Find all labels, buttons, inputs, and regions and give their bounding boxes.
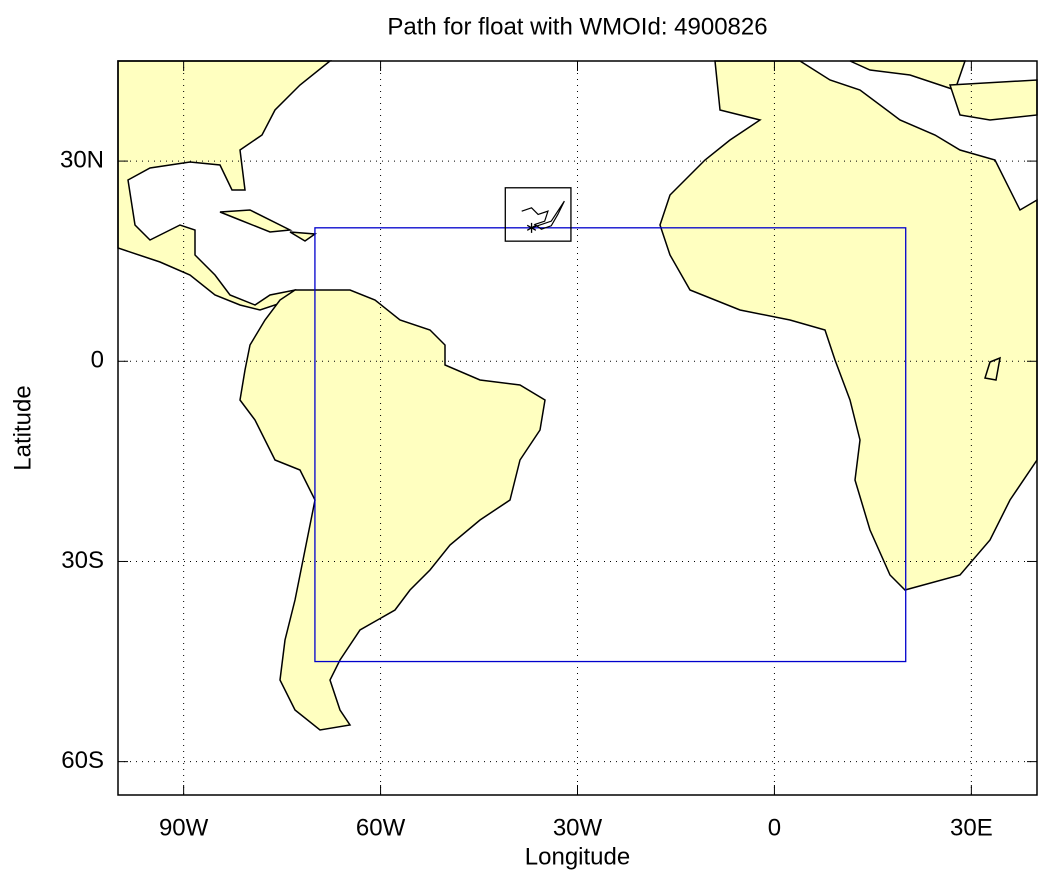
y-tick-label: 30N xyxy=(60,146,104,173)
land xyxy=(117,60,1038,731)
region-box xyxy=(314,227,907,663)
float-position xyxy=(526,222,537,233)
x-axis-label: Longitude xyxy=(525,843,630,870)
float-track xyxy=(521,200,565,230)
y-axis-label: Latitude xyxy=(9,385,36,470)
x-tick-label: 30W xyxy=(553,814,603,841)
x-tick-label: 90W xyxy=(159,814,209,841)
y-tick-label: 30S xyxy=(61,547,104,574)
madagascar xyxy=(984,356,1001,381)
plot-frame xyxy=(117,60,1038,796)
africa xyxy=(659,60,1038,591)
x-tick-label: 30E xyxy=(950,814,993,841)
cuba xyxy=(219,209,293,233)
anatolia xyxy=(948,79,1038,121)
x-tick-label: 60W xyxy=(356,814,406,841)
x-tick-label: 0 xyxy=(768,814,781,841)
chart-title: Path for float with WMOId: 4900826 xyxy=(387,13,767,40)
south-america xyxy=(239,289,546,731)
north-america xyxy=(117,60,333,311)
y-tick-label: 0 xyxy=(91,347,104,374)
y-tick-label: 60S xyxy=(61,747,104,774)
region-box xyxy=(504,187,572,242)
hispaniola xyxy=(289,231,318,242)
